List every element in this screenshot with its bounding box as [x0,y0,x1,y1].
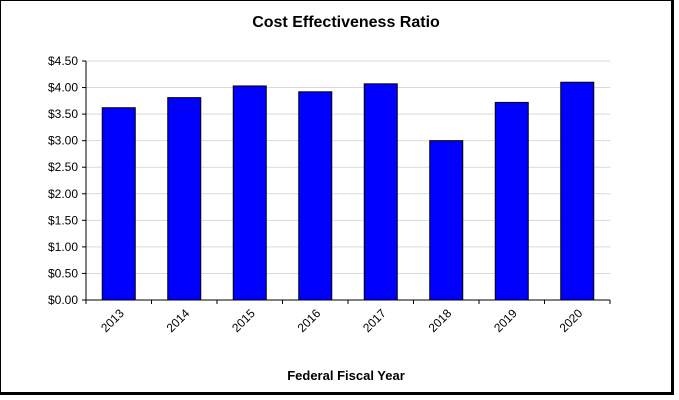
y-tick-label: $2.00 [48,187,78,201]
bars [101,81,595,301]
y-tick-label: $3.00 [48,134,78,148]
bar-2016 [298,91,333,301]
y-tick-label: $4.50 [48,54,78,68]
x-tick-label: 2017 [360,306,389,335]
y-tick-labels: $0.00 $0.50 $1.00 $1.50 $2.00 $2.50 $3.00 $3.50… [48,54,78,307]
x-tick-labels: 2013 2014 2015 2016 2017 2018 2019 2020 [98,306,586,335]
bar-2019 [494,101,529,301]
x-tick-label: 2014 [164,306,193,335]
y-tick-label: $0.00 [48,293,78,307]
bar-2013 [101,107,136,301]
bar-2018 [429,140,464,301]
x-tick-label: 2016 [295,306,324,335]
y-tick-label: $0.50 [48,266,78,280]
axes [82,60,611,304]
y-tick-label: $4.00 [48,81,78,95]
chart-title: Cost Effectiveness Ratio [252,14,440,31]
x-tick-label: 2013 [98,306,127,335]
x-tick-label: 2015 [229,306,258,335]
y-tick-label: $1.50 [48,213,78,227]
bar-2020 [560,81,595,301]
x-tick-label: 2018 [426,306,455,335]
bar-2017 [363,83,398,301]
y-tick-label: $3.50 [48,107,78,121]
bar-2014 [167,97,202,301]
x-tick-label: 2020 [557,306,586,335]
x-axis-title: Federal Fiscal Year [287,368,405,383]
bar-2015 [232,85,267,301]
y-tick-label: $2.50 [48,160,78,174]
x-tick-label: 2019 [491,306,520,335]
y-tick-label: $1.00 [48,240,78,254]
grid-lines [86,60,610,274]
